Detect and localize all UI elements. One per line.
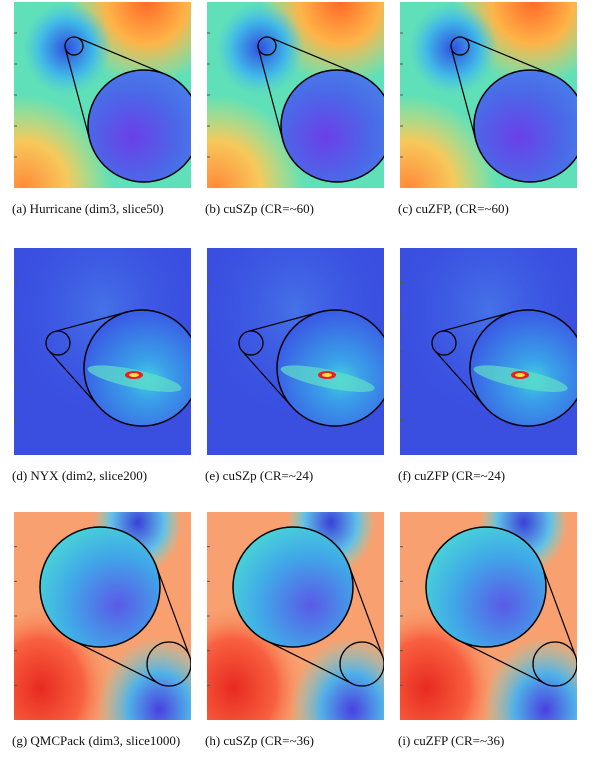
heatmap-panel [207, 512, 384, 720]
feature-core [322, 373, 332, 377]
subfigure-caption: (h) cuSZp (CR=~36) [205, 732, 385, 749]
zoom-inset [426, 527, 546, 647]
zoom-inset [233, 527, 353, 647]
subfigure-caption: (c) cuZFP, (CR=~60) [398, 200, 578, 217]
zoom-inset [88, 70, 191, 182]
feature-core [129, 373, 139, 377]
heatmap-panel [14, 2, 191, 188]
zoom-inset [474, 70, 577, 182]
subfigure-caption: (e) cuSZp (CR=~24) [205, 467, 385, 484]
figure: (a) Hurricane (dim3, slice50) (b) cuSZp (… [0, 0, 595, 759]
heatmap-panel [14, 248, 191, 455]
heatmap-panel [400, 248, 577, 455]
subfigure-caption: (f) cuZFP (CR=~24) [398, 467, 578, 484]
heatmap-panel [14, 512, 191, 720]
subfigure-caption: (b) cuSZp (CR=~60) [205, 200, 385, 217]
subfigure-caption: (g) QMCPack (dim3, slice1000) [12, 732, 192, 749]
zoom-inset [281, 70, 384, 182]
heatmap-panel [207, 248, 384, 455]
feature-core [515, 373, 525, 377]
zoom-inset [40, 527, 160, 647]
subfigure-caption: (i) cuZFP (CR=~36) [398, 732, 578, 749]
subfigure-caption: (d) NYX (dim2, slice200) [12, 467, 192, 484]
heatmap-panel [207, 2, 384, 188]
heatmap-panel [400, 512, 577, 720]
heatmap-panel [400, 2, 577, 188]
subfigure-caption: (a) Hurricane (dim3, slice50) [12, 200, 192, 217]
